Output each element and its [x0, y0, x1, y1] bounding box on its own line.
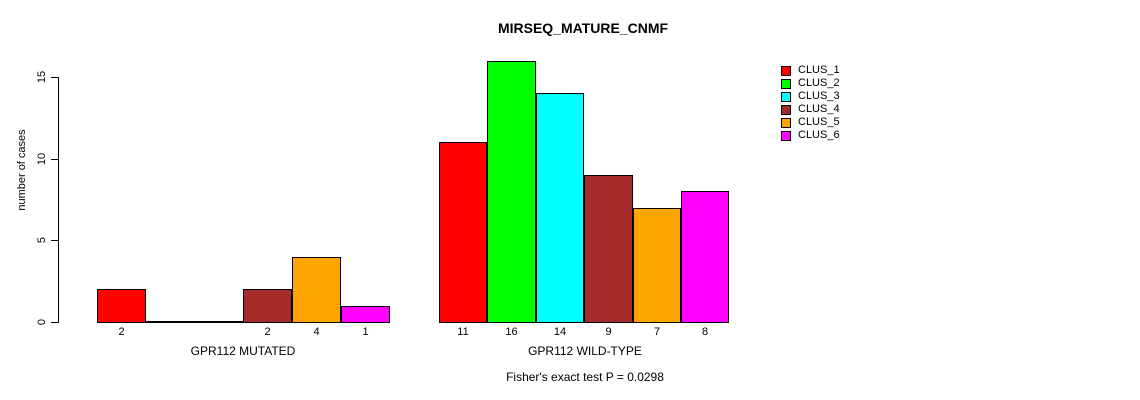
bar-g2-clus_4: [584, 175, 633, 323]
bar-value-label: 16: [505, 326, 518, 338]
legend-swatch-clus_2: [781, 78, 791, 89]
legend-label: CLUS_3: [798, 90, 840, 103]
bar-g1-clus_2-zero: [146, 321, 195, 323]
group-label-mutated: GPR112 MUTATED: [190, 344, 296, 358]
bar-g2-clus_6: [681, 191, 729, 323]
y-tick-mark: [51, 77, 58, 78]
y-tick-label: 10: [36, 152, 48, 166]
y-tick-label: 15: [36, 70, 48, 84]
fisher-test-annotation: Fisher's exact test P = 0.0298: [506, 370, 664, 384]
legend-item-clus_6: CLUS_6: [781, 129, 840, 142]
legend-item-clus_4: CLUS_4: [781, 103, 840, 116]
legend-label: CLUS_5: [798, 116, 840, 129]
legend-label: CLUS_6: [798, 129, 840, 142]
legend-swatch-clus_1: [781, 65, 791, 76]
legend-item-clus_3: CLUS_3: [781, 90, 840, 103]
bar-value-label: 7: [653, 326, 661, 338]
legend-label: CLUS_4: [798, 103, 840, 116]
y-axis-line: [58, 77, 59, 323]
bar-g2-clus_3: [536, 93, 584, 323]
bar-value-label: 14: [553, 326, 567, 338]
legend-swatch-clus_4: [781, 104, 791, 115]
bar-g2-clus_1: [439, 142, 487, 323]
legend-swatch-clus_5: [781, 117, 791, 128]
bar-value-label: 1: [362, 326, 369, 338]
legend-swatch-clus_3: [781, 91, 791, 102]
y-tick-mark: [51, 159, 58, 160]
y-tick-label: 5: [36, 236, 48, 244]
legend-swatch-clus_6: [781, 130, 791, 141]
legend-item-clus_1: CLUS_1: [781, 64, 840, 77]
legend-label: CLUS_1: [798, 64, 840, 76]
legend-item-clus_5: CLUS_5: [781, 116, 840, 129]
y-axis-label: number of cases: [16, 129, 28, 211]
bar-value-label: 4: [313, 326, 320, 338]
bar-g1-clus_5: [292, 257, 341, 323]
y-tick-label: 0: [36, 318, 48, 326]
y-tick-mark: [51, 322, 58, 323]
group-label-wildtype: GPR112 WILD-TYPE: [528, 344, 642, 358]
legend-label: CLUS_2: [798, 77, 840, 90]
legend: CLUS_1 CLUS_2 CLUS_3 CLUS_4 CLUS_5 CLUS_6: [781, 64, 840, 143]
bar-g2-clus_5: [633, 208, 681, 323]
bar-g1-clus_6: [341, 306, 390, 323]
bar-g1-clus_3-zero: [195, 321, 243, 323]
bar-g2-clus_2: [487, 61, 536, 323]
bar-value-label: 8: [701, 326, 709, 338]
bar-value-label: 2: [264, 326, 271, 338]
y-tick-mark: [51, 240, 58, 241]
chart-title: MIRSEQ_MATURE_CNMF: [497, 20, 669, 36]
legend-item-clus_2: CLUS_2: [781, 77, 840, 90]
bar-value-label: 11: [457, 326, 469, 338]
bar-g1-clus_1: [97, 289, 146, 323]
bar-g1-clus_4: [243, 289, 292, 323]
bar-value-label: 2: [118, 326, 125, 338]
bar-value-label: 9: [605, 326, 612, 338]
